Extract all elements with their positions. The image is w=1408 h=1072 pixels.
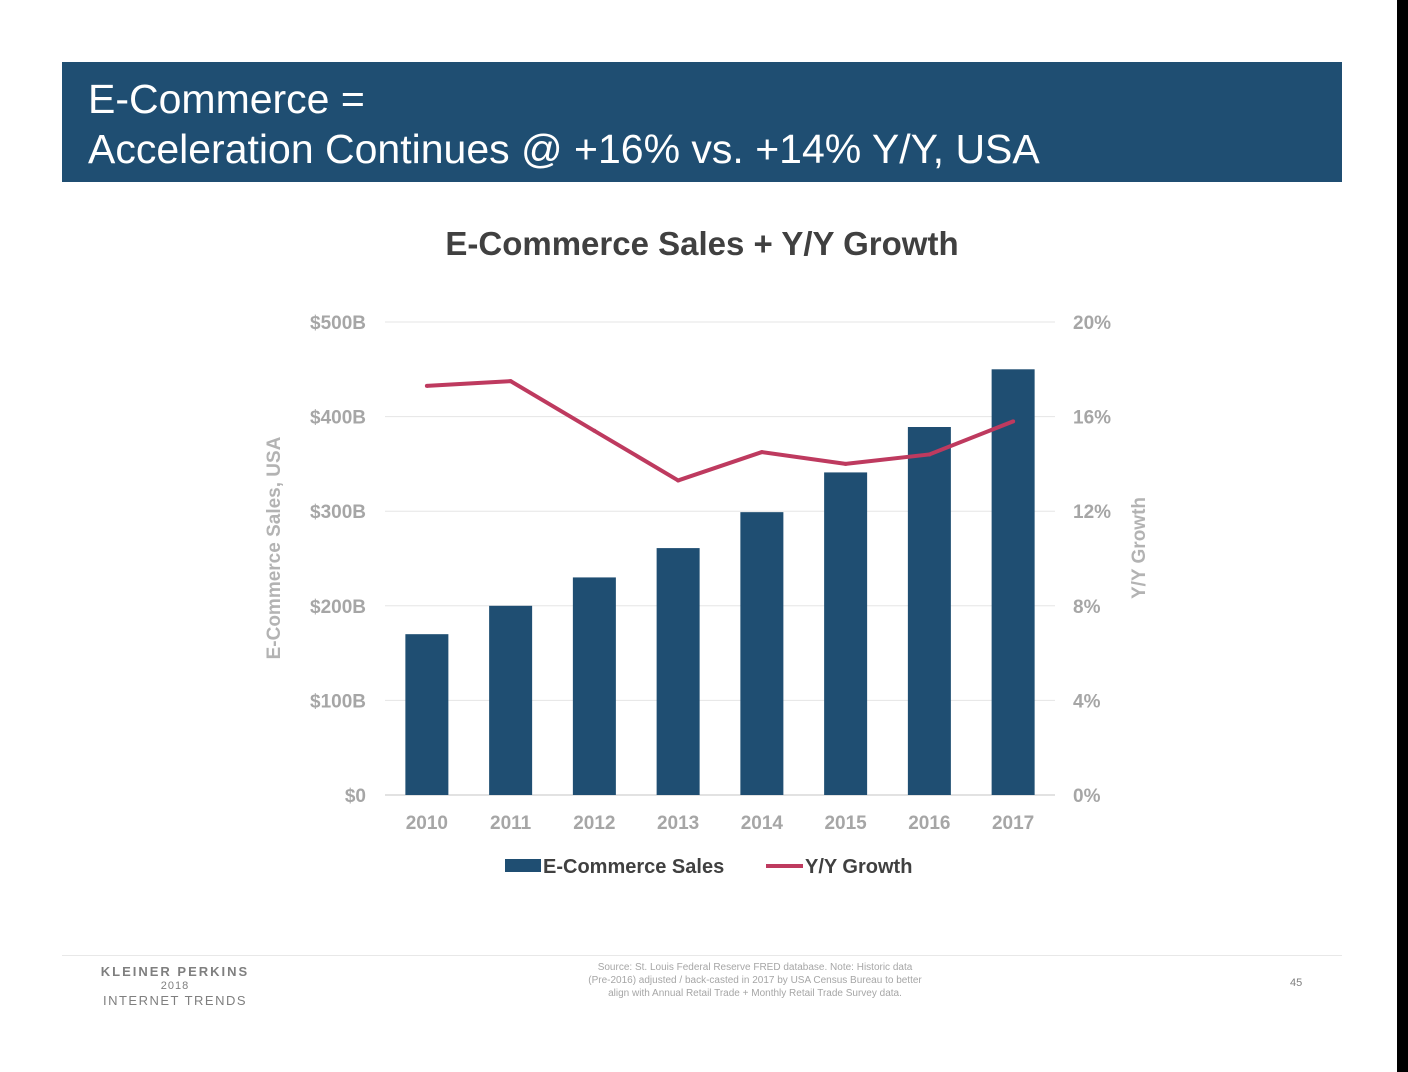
y-tick-label: $500B <box>310 313 366 334</box>
y2-tick-label: 8% <box>1073 597 1101 618</box>
x-tick-label: 2010 <box>406 813 448 834</box>
source-note: Source: St. Louis Federal Reserve FRED d… <box>520 961 990 1000</box>
y-tick-label: $200B <box>310 597 366 618</box>
legend-label-sales: E-Commerce Sales <box>543 856 724 878</box>
bar <box>824 472 868 795</box>
bar <box>991 369 1035 795</box>
bar <box>405 634 449 795</box>
growth-point <box>759 450 764 455</box>
x-tick-label: 2015 <box>824 813 867 834</box>
x-axis-ticks: 2010 2011 2012 2013 2014 2015 2016 2017 <box>406 813 1035 834</box>
slide-title-line-2: Acceleration Continues @ +16% vs. +14% Y… <box>88 126 1040 172</box>
y-tick-label: $400B <box>310 408 366 429</box>
bar <box>656 548 700 795</box>
bar <box>572 577 616 795</box>
bars <box>405 369 1035 795</box>
growth-point <box>424 383 429 388</box>
bar <box>907 427 951 795</box>
slide-title-line-1: E-Commerce = <box>88 76 365 122</box>
x-tick-label: 2012 <box>573 813 615 834</box>
x-tick-label: 2016 <box>908 813 950 834</box>
growth-point <box>843 461 848 466</box>
source-line-3: align with Annual Retail Trade + Monthly… <box>608 988 902 999</box>
brand-logo: KLEINER PERKINS 2018 INTERNET TRENDS <box>70 964 280 1008</box>
right-edge-bar <box>1397 0 1408 1072</box>
y2-tick-label: 12% <box>1073 502 1111 523</box>
growth-point <box>592 428 597 433</box>
growth-line <box>426 379 1014 483</box>
bar <box>489 605 533 795</box>
x-tick-label: 2014 <box>741 813 784 834</box>
right-axis-ticks: 0% 4% 8% 12% 16% 20% <box>1073 313 1111 807</box>
brand-report: INTERNET TRENDS <box>102 993 248 1008</box>
title-banner: E-Commerce = Acceleration Continues @ +1… <box>62 62 1342 182</box>
y-tick-label: $100B <box>310 691 366 712</box>
bar <box>740 512 784 795</box>
y2-axis-title: Y/Y Growth <box>1129 497 1150 599</box>
x-tick-label: 2017 <box>992 813 1034 834</box>
growth-point <box>676 478 681 483</box>
x-tick-label: 2013 <box>657 813 699 834</box>
brand-year: 2018 <box>160 980 190 992</box>
legend: E-Commerce Sales Y/Y Growth <box>505 856 912 878</box>
legend-swatch-sales <box>505 859 541 872</box>
source-line-1: Source: St. Louis Federal Reserve FRED d… <box>597 962 913 973</box>
footer-divider <box>62 955 1342 956</box>
y-tick-label: $0 <box>345 786 366 807</box>
source-line-2: (Pre-2016) adjusted / back-casted in 201… <box>588 975 922 986</box>
y2-tick-label: 0% <box>1073 786 1101 807</box>
left-axis-ticks: $0 $100B $200B $300B $400B $500B <box>310 313 366 807</box>
y2-tick-label: 16% <box>1073 408 1111 429</box>
y-axis-title: E-Commerce Sales, USA <box>264 436 285 659</box>
gridlines <box>385 321 1055 796</box>
chart-title: E-Commerce Sales + Y/Y Growth <box>445 225 958 262</box>
growth-point <box>1011 419 1016 424</box>
growth-line-group <box>424 379 1016 483</box>
growth-point <box>508 379 513 384</box>
y-tick-label: $300B <box>310 502 366 523</box>
legend-label-growth: Y/Y Growth <box>805 856 912 878</box>
brand-name: KLEINER PERKINS <box>100 964 250 979</box>
y2-tick-label: 4% <box>1073 691 1101 712</box>
growth-point <box>927 452 932 457</box>
page-number: 45 <box>1290 977 1303 989</box>
x-tick-label: 2011 <box>490 813 532 834</box>
y2-tick-label: 20% <box>1073 313 1111 334</box>
